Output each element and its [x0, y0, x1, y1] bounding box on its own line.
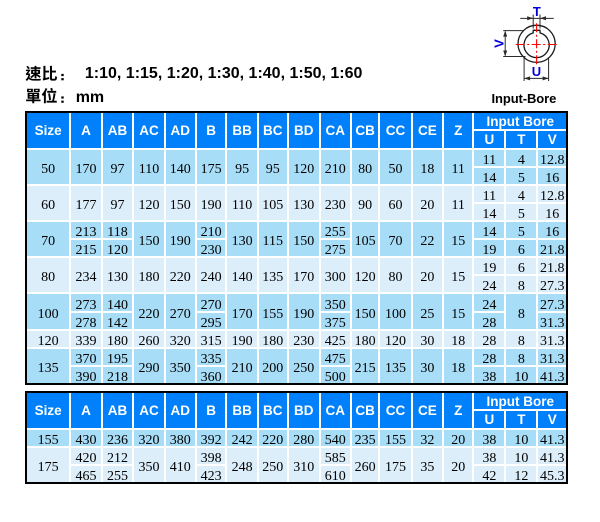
svg-text:V: V: [492, 39, 507, 48]
svg-text:T: T: [533, 4, 541, 19]
svg-text:U: U: [532, 64, 541, 79]
